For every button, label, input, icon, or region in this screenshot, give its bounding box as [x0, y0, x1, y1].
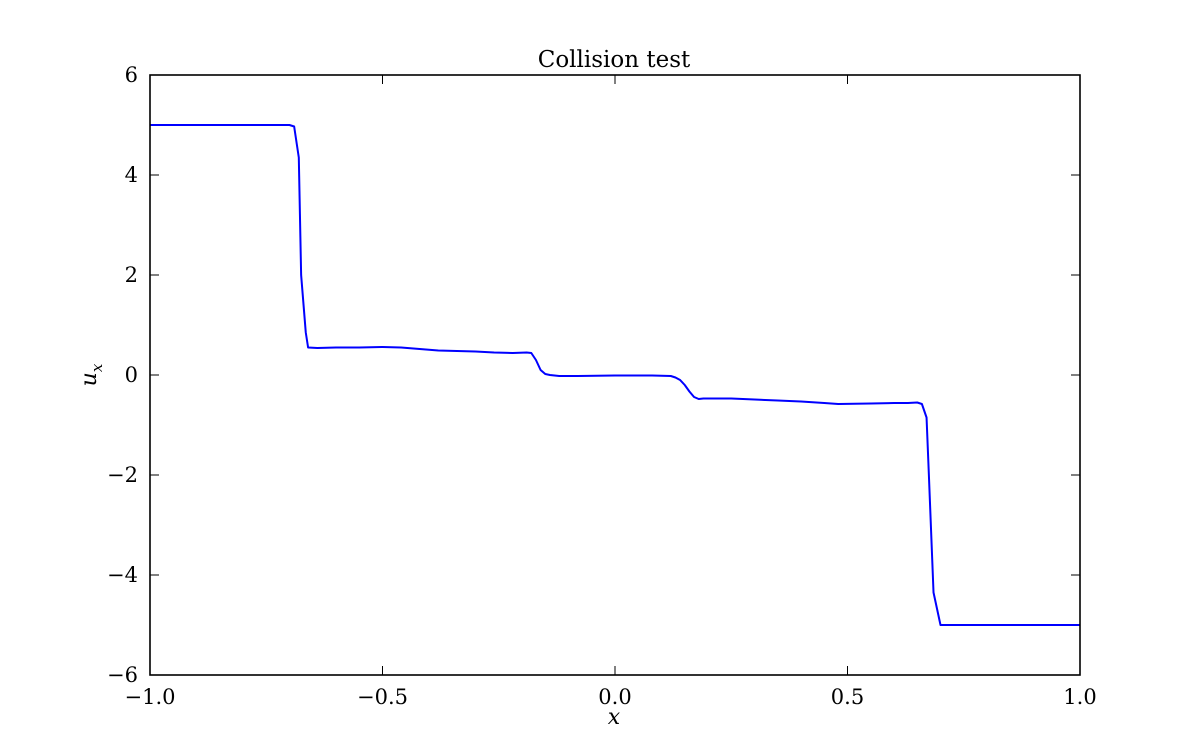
x-tick-label-2: 0.0: [598, 685, 631, 709]
y-tick-label-4: 2: [125, 263, 138, 287]
y-tick-label-5: 4: [125, 163, 138, 187]
tick-layer: −1.0 −0.5 0.0 0.5 1.0 −6 −4 −2 0 2 4 6: [107, 63, 1097, 709]
svg-text:ux: ux: [77, 363, 106, 386]
y-axis-label-main: u: [77, 372, 102, 386]
y-tick-label-6: 6: [125, 63, 138, 87]
x-axis-label: x: [608, 705, 621, 730]
series-layer: [150, 124, 1080, 626]
x-tick-label-1: −0.5: [357, 685, 408, 709]
y-axis-label-sub: x: [88, 363, 106, 372]
chart-title: Collision test: [538, 47, 691, 73]
x-tick-label-4: 1.0: [1063, 685, 1096, 709]
y-tick-label-2: −2: [107, 463, 138, 487]
y-tick-label-0: −6: [107, 663, 138, 687]
y-tick-label-1: −4: [107, 563, 138, 587]
x-tick-label-0: −1.0: [125, 685, 176, 709]
y-axis-label: ux: [77, 363, 106, 386]
x-tick-label-3: 0.5: [831, 685, 864, 709]
y-tick-label-3: 0: [125, 363, 138, 387]
series-line-0: [150, 124, 1080, 626]
